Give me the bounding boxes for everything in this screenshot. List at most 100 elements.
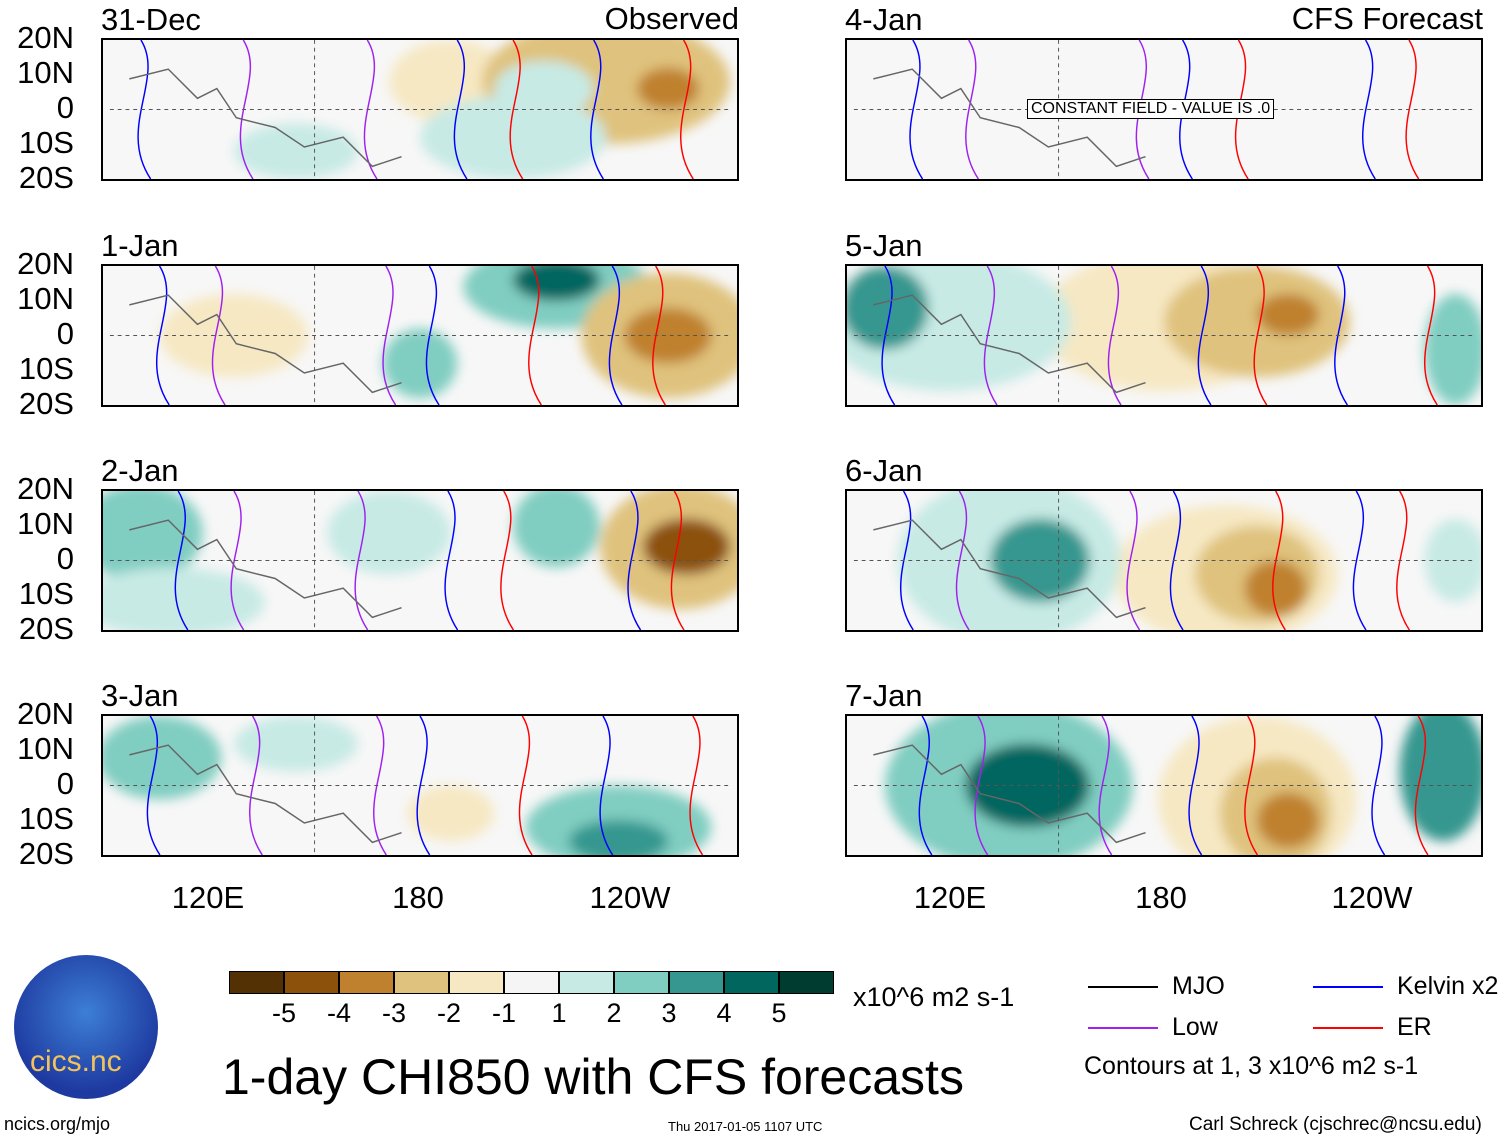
lat-tick-label: 10S bbox=[18, 351, 74, 386]
map-panel bbox=[101, 714, 739, 857]
footer-left: ncics.org/mjo bbox=[4, 1114, 111, 1134]
anomaly-region bbox=[643, 518, 731, 575]
lat-tick-label: 10N bbox=[17, 506, 74, 541]
anomaly-region bbox=[233, 716, 358, 772]
legend-label: MJO bbox=[1172, 972, 1225, 1000]
panel-date: 1-Jan bbox=[101, 228, 179, 263]
contour-line bbox=[608, 266, 623, 405]
colorbar-label: 3 bbox=[661, 998, 677, 1028]
lat-tick-label: 20S bbox=[18, 386, 74, 421]
panel-date: 4-Jan bbox=[845, 2, 923, 37]
contour-line bbox=[174, 491, 189, 630]
lon-tick-label: 180 bbox=[392, 880, 444, 915]
footer-right: Carl Schreck (cjschrec@ncsu.edu) bbox=[1189, 1114, 1482, 1135]
contour-note: Contours at 1, 3 x10^6 m2 s-1 bbox=[1084, 1052, 1419, 1080]
contour-line bbox=[1253, 266, 1268, 405]
coastline bbox=[873, 744, 1146, 844]
lat-tick-label: 20N bbox=[17, 471, 74, 506]
contour-line bbox=[965, 40, 979, 179]
lon-tick-label: 120E bbox=[171, 880, 245, 915]
anomaly-region bbox=[103, 567, 265, 630]
contour-line bbox=[1107, 266, 1122, 405]
anomaly-region bbox=[233, 123, 358, 179]
contour-line bbox=[670, 491, 685, 630]
column-label: Observed bbox=[604, 1, 739, 36]
colorbar-label: -1 bbox=[491, 998, 517, 1028]
map-panel bbox=[845, 489, 1483, 632]
legend-line bbox=[1313, 986, 1383, 988]
anomaly-region bbox=[637, 67, 700, 110]
colorbar-label: -5 bbox=[271, 998, 297, 1028]
lon-tick-label: 120W bbox=[589, 880, 671, 915]
footer-center: Thu 2017-01-05 1107 UTC bbox=[668, 1119, 823, 1134]
units-label: x10^6 m2 s-1 bbox=[853, 982, 1015, 1012]
contour-line bbox=[518, 716, 533, 855]
anomaly-region bbox=[159, 293, 309, 378]
anomaly-region bbox=[1164, 266, 1351, 378]
legend-label: Low bbox=[1172, 1013, 1218, 1041]
anomaly-region bbox=[513, 266, 600, 301]
map-panel bbox=[101, 264, 739, 407]
contour-line bbox=[918, 716, 933, 855]
contour-line bbox=[211, 266, 226, 405]
anomaly-region bbox=[990, 518, 1090, 603]
colorbar-swatch bbox=[669, 971, 724, 994]
lat-tick-label: 10S bbox=[18, 801, 74, 836]
contour-line bbox=[1352, 491, 1367, 630]
column-label: CFS Forecast bbox=[1291, 1, 1483, 36]
coastline bbox=[873, 68, 1146, 168]
contour-line bbox=[881, 266, 896, 405]
anomaly-region bbox=[624, 307, 712, 364]
map-panel bbox=[845, 264, 1483, 407]
anomaly-region bbox=[326, 491, 452, 575]
anomaly-region bbox=[382, 328, 458, 399]
colorbar-swatch bbox=[339, 971, 394, 994]
legend-label: Kelvin x2 bbox=[1397, 972, 1499, 1000]
anomaly-region bbox=[847, 266, 929, 350]
anomaly-region bbox=[1424, 293, 1481, 405]
lat-tick-label: 10S bbox=[18, 125, 74, 160]
lon-tick-label: 120W bbox=[1331, 880, 1413, 915]
contour-line bbox=[373, 716, 387, 855]
lat-tick-label: 10S bbox=[18, 576, 74, 611]
contour-line bbox=[1188, 716, 1203, 855]
contour-line bbox=[425, 266, 440, 405]
panel-date: 3-Jan bbox=[101, 678, 179, 713]
contour-line bbox=[599, 716, 614, 855]
anomaly-region bbox=[513, 491, 600, 568]
legend-line bbox=[1088, 1027, 1158, 1029]
contour-line bbox=[1361, 40, 1376, 179]
lat-tick-label: 10N bbox=[17, 55, 74, 90]
colorbar-swatch bbox=[504, 971, 559, 994]
logo-text: cics.nc bbox=[30, 1045, 122, 1078]
contour-line bbox=[354, 491, 369, 630]
contour-line bbox=[899, 491, 914, 630]
contour-line bbox=[1197, 266, 1212, 405]
colorbar-label: -3 bbox=[381, 998, 407, 1028]
lat-tick-label: 20N bbox=[17, 696, 74, 731]
contour-line bbox=[500, 491, 515, 630]
panel-date: 7-Jan bbox=[845, 678, 923, 713]
contour-line bbox=[416, 716, 431, 855]
contour-line bbox=[1334, 266, 1348, 405]
contour-line bbox=[155, 266, 170, 405]
anomaly-region bbox=[568, 820, 669, 855]
anomaly-region bbox=[420, 95, 607, 179]
contour-line bbox=[146, 716, 161, 855]
contour-line bbox=[1414, 716, 1429, 855]
contour-line bbox=[590, 40, 604, 179]
contour-line bbox=[974, 716, 989, 855]
legend-line bbox=[1313, 1027, 1383, 1029]
colorbar-swatch bbox=[779, 971, 834, 994]
colorbar-swatch bbox=[449, 971, 504, 994]
colorbar-swatch bbox=[614, 971, 669, 994]
contour-line bbox=[627, 491, 642, 630]
anomaly-region bbox=[1399, 716, 1481, 842]
anomaly-region bbox=[103, 491, 203, 582]
colorbar-label: 5 bbox=[771, 998, 787, 1028]
legend-label: ER bbox=[1397, 1013, 1432, 1041]
colorbar-swatch bbox=[229, 971, 284, 994]
colorbar-label: 1 bbox=[551, 998, 567, 1028]
figure-title: 1-day CHI850 with CFS forecasts bbox=[222, 1049, 964, 1105]
coastline bbox=[129, 744, 402, 844]
